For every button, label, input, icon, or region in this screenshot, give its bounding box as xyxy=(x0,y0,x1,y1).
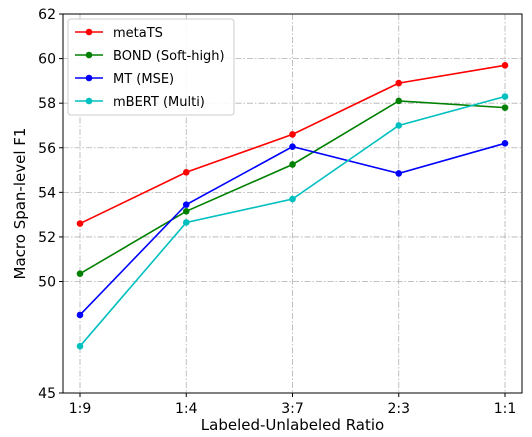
x-tick-label: 1:4 xyxy=(175,401,198,417)
x-tick-label: 2:3 xyxy=(387,401,410,417)
series-layer xyxy=(76,61,509,350)
y-tick-label: 62 xyxy=(38,7,56,23)
series-1 xyxy=(76,97,509,278)
legend-item: metaTS xyxy=(75,26,163,41)
data-point xyxy=(501,93,509,100)
legend-frame xyxy=(67,18,235,116)
legend-item: BOND (Soft-high) xyxy=(75,49,225,64)
data-point xyxy=(182,208,190,215)
legend-item: MT (MSE) xyxy=(75,72,174,87)
x-tick-label: 1:1 xyxy=(494,401,517,417)
x-axis-label: Labeled-Unlabeled Ratio xyxy=(201,416,384,434)
y-tick-label: 56 xyxy=(38,141,56,157)
data-point xyxy=(182,219,190,226)
legend-swatch-marker xyxy=(85,97,93,105)
data-point xyxy=(395,170,403,177)
data-point xyxy=(501,61,509,69)
legend-swatch-marker xyxy=(85,74,93,82)
x-tick-label: 1:9 xyxy=(69,401,92,417)
data-point xyxy=(289,161,296,168)
data-point xyxy=(182,201,190,208)
y-tick-label: 52 xyxy=(38,230,56,246)
x-axis: 1:9 1:4 3:7 2:3 1:1 xyxy=(69,393,517,417)
data-point xyxy=(76,220,84,227)
y-axis-label: Macro Span-level F1 xyxy=(11,128,29,280)
data-point xyxy=(76,311,84,319)
legend-label: MT (MSE) xyxy=(113,72,174,87)
series-3 xyxy=(76,93,509,350)
legend-label: metaTS xyxy=(113,26,163,41)
data-point xyxy=(76,270,84,278)
data-point xyxy=(289,195,296,203)
legend-swatch-marker xyxy=(85,51,93,59)
data-point xyxy=(182,168,190,176)
data-point xyxy=(501,104,509,111)
data-point xyxy=(289,143,296,150)
legend-swatch-marker xyxy=(85,28,93,36)
y-tick-label: 45 xyxy=(38,386,56,402)
legend: metaTS BOND (Soft-high) MT (MSE) mBERT (Mul… xyxy=(67,18,235,116)
y-tick-label: 58 xyxy=(38,96,56,112)
data-point xyxy=(395,79,403,87)
series-0 xyxy=(76,61,509,227)
y-tick-label: 60 xyxy=(38,52,56,68)
y-tick-label: 50 xyxy=(38,275,56,291)
y-tick-label: 54 xyxy=(38,185,56,201)
data-point xyxy=(395,97,403,105)
series-2 xyxy=(76,140,509,319)
legend-label: BOND (Soft-high) xyxy=(113,49,225,64)
data-point xyxy=(289,131,296,138)
x-tick-label: 3:7 xyxy=(281,401,304,417)
data-point xyxy=(501,140,509,147)
legend-item: mBERT (Multi) xyxy=(75,95,205,110)
data-point xyxy=(395,122,403,129)
legend-label: mBERT (Multi) xyxy=(113,95,205,110)
data-point xyxy=(76,342,84,350)
y-axis: 45 50 52 54 56 58 60 62 xyxy=(38,7,63,402)
